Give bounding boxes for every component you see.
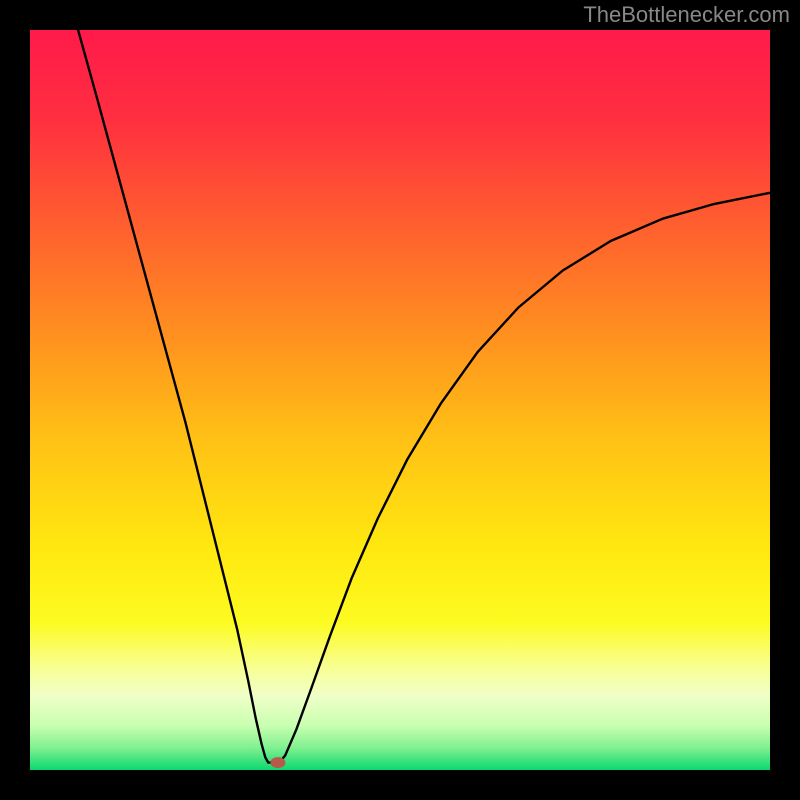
chart-container: TheBottlenecker.com [0, 0, 800, 800]
watermark-text: TheBottlenecker.com [583, 2, 790, 28]
plot-background [30, 30, 770, 770]
bottleneck-chart [0, 0, 800, 800]
optimal-point-marker [271, 758, 285, 768]
